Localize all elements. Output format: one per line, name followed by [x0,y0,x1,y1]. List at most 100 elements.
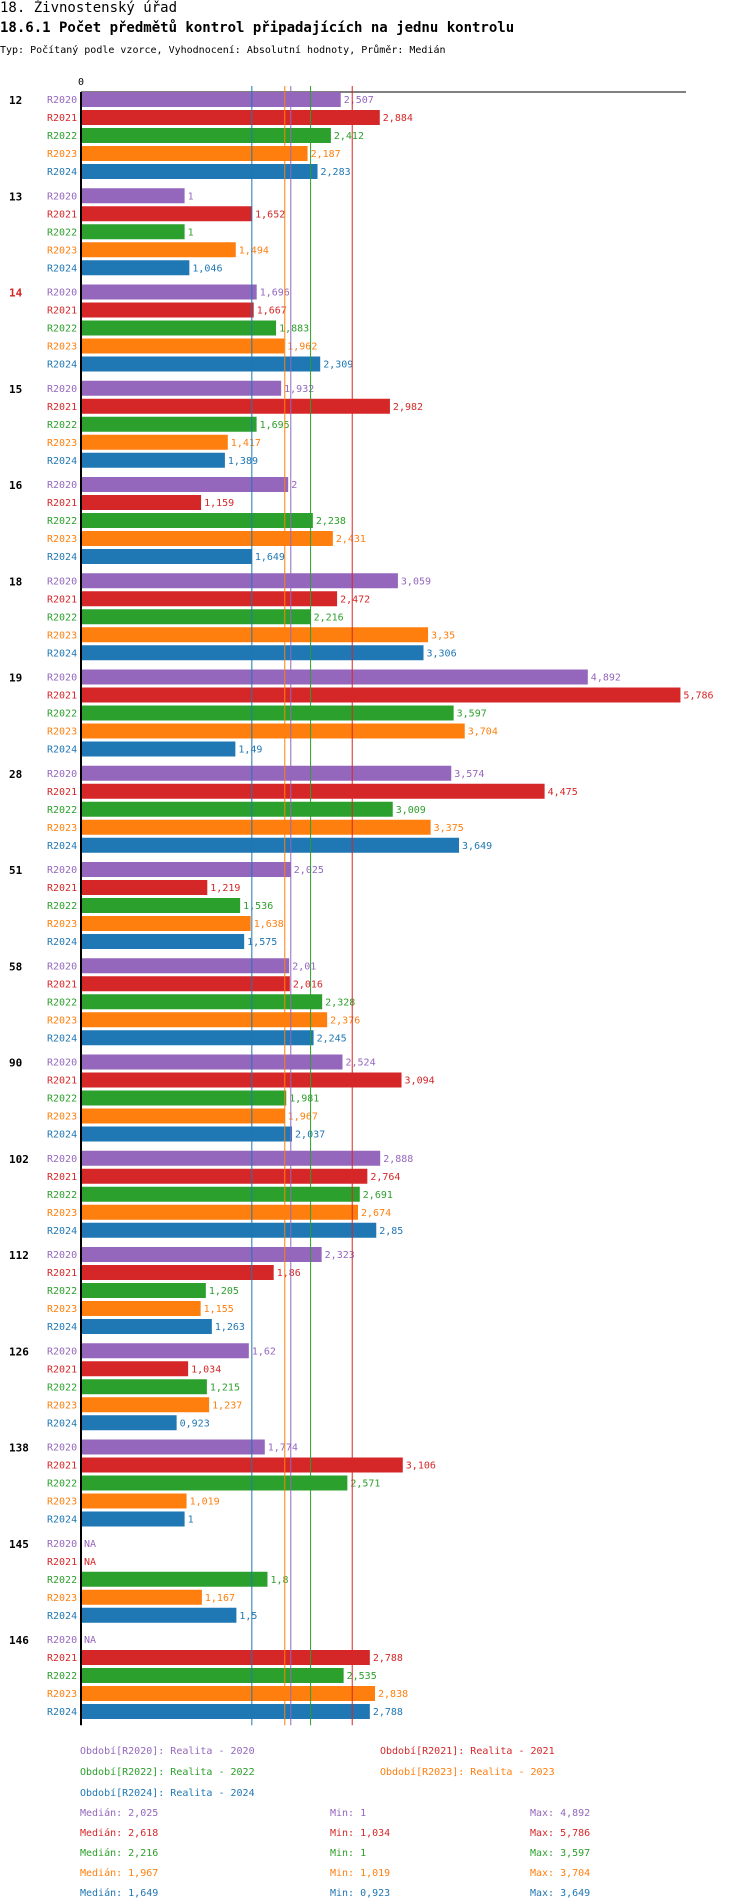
bar-value-label: 2,245 [317,1033,347,1044]
series-label: R2020 [47,191,77,202]
stat-max-R2021: Max: 5,786 [530,1828,591,1839]
bar-value-label: 1,205 [209,1286,239,1297]
bar-value-label: 1,695 [260,420,290,431]
series-label: R2020 [47,95,77,106]
series-label: R2023 [47,1304,77,1315]
bar-58-R2020 [81,958,290,974]
bar-value-label: 1,417 [231,438,261,449]
series-label: R2022 [47,420,77,431]
series-label: R2021 [47,594,77,605]
series-label: R2020 [47,1250,77,1261]
series-label: R2020 [47,576,77,587]
group-label-16: 16 [9,479,23,492]
bar-16-R2023 [81,531,333,546]
group-label-146: 146 [9,1634,29,1647]
group-label-14: 14 [9,287,23,300]
series-label: R2024 [47,360,77,371]
bar-112-R2020 [81,1247,322,1262]
legend-item-R2024: Období[R2024]: Realita - 2024 [80,1788,255,1799]
series-label: R2024 [47,167,77,178]
bar-13-R2024 [81,260,190,276]
bar-value-label: 1,155 [204,1304,234,1315]
series-label: R2022 [47,805,77,816]
bar-15-R2021 [81,398,390,414]
bar-value-label: 2,838 [378,1689,408,1700]
bar-value-label: 2,216 [314,612,344,623]
bar-12-R2023 [81,146,308,161]
bar-15-R2022 [81,416,257,432]
bar-value-label: 1,774 [268,1443,298,1454]
bar-value-label: NA [84,1557,96,1568]
legend-item-R2021: Období[R2021]: Realita - 2021 [380,1746,555,1757]
bar-102-R2024 [81,1222,377,1238]
series-label: R2022 [47,131,77,142]
bar-145-R2024 [81,1607,237,1623]
series-label: R2020 [47,1058,77,1069]
bar-value-label: 2,788 [373,1653,403,1664]
bar-51-R2021 [81,880,208,895]
series-label: R2024 [47,552,77,563]
bar-value-label: 1,575 [247,937,277,948]
chart-subtitle: Typ: Počítaný podle vzorce, Vyhodnocení:… [0,45,446,56]
bar-28-R2024 [81,837,460,853]
bar-145-R2023 [81,1589,202,1605]
bar-90-R2021 [81,1072,402,1088]
series-label: R2022 [47,1671,77,1682]
bar-value-label: 1,5 [239,1611,257,1622]
series-label: R2022 [47,1575,77,1586]
bar-value-label: 1,62 [252,1346,276,1357]
bar-value-label: 2,283 [321,167,351,178]
bar-value-label: 3,009 [396,805,426,816]
bar-126-R2023 [81,1397,210,1413]
group-label-15: 15 [9,383,22,396]
bar-138-R2024 [81,1511,185,1527]
group-label-126: 126 [9,1345,29,1358]
bar-value-label: 1,883 [279,324,309,335]
series-label: R2020 [47,1154,77,1165]
group-label-18: 18 [9,575,22,588]
series-label: R2021 [47,1364,77,1375]
series-label: R2023 [47,1208,77,1219]
bar-value-label: 3,597 [457,709,487,720]
series-label: R2023 [47,1112,77,1123]
bar-value-label: 1 [188,1515,194,1526]
series-label: R2021 [47,1076,77,1087]
bar-value-label: 1 [188,191,194,202]
bar-13-R2023 [81,242,236,258]
group-label-19: 19 [9,672,22,685]
bar-138-R2020 [81,1439,265,1455]
bar-13-R2020 [81,188,185,204]
bar-value-label: 1,667 [257,306,287,317]
series-label: R2024 [47,1611,77,1622]
bar-value-label: 2,323 [325,1250,355,1261]
series-label: R2024 [47,937,77,948]
bar-112-R2021 [81,1265,274,1280]
bar-14-R2024 [81,356,321,372]
bar-value-label: NA [84,1635,96,1646]
series-label: R2021 [47,979,77,990]
bar-14-R2023 [81,338,285,354]
bar-102-R2021 [81,1168,368,1184]
stat-median-R2023: Medián: 1,967 [80,1868,159,1879]
stat-min-R2021: Min: 1,034 [330,1828,391,1839]
bar-value-label: 2,025 [294,865,324,876]
bar-58-R2022 [81,994,323,1010]
bar-value-label: 5,786 [683,691,713,702]
series-label: R2023 [47,1689,77,1700]
bar-value-label: 1,215 [210,1382,240,1393]
series-label: R2024 [47,1130,77,1141]
bar-value-label: 2,412 [334,131,364,142]
series-label: R2022 [47,1479,77,1490]
series-label: R2023 [47,245,77,256]
series-label: R2021 [47,1653,77,1664]
series-label: R2020 [47,865,77,876]
bar-16-R2021 [81,495,202,510]
bar-value-label: 1,263 [215,1322,245,1333]
bar-90-R2023 [81,1108,285,1124]
stat-median-R2024: Medián: 1,649 [80,1888,159,1899]
stat-max-R2024: Max: 3,649 [530,1888,591,1899]
bar-value-label: 2,674 [361,1208,391,1219]
bar-value-label: 2,328 [325,997,355,1008]
group-label-58: 58 [9,960,22,973]
